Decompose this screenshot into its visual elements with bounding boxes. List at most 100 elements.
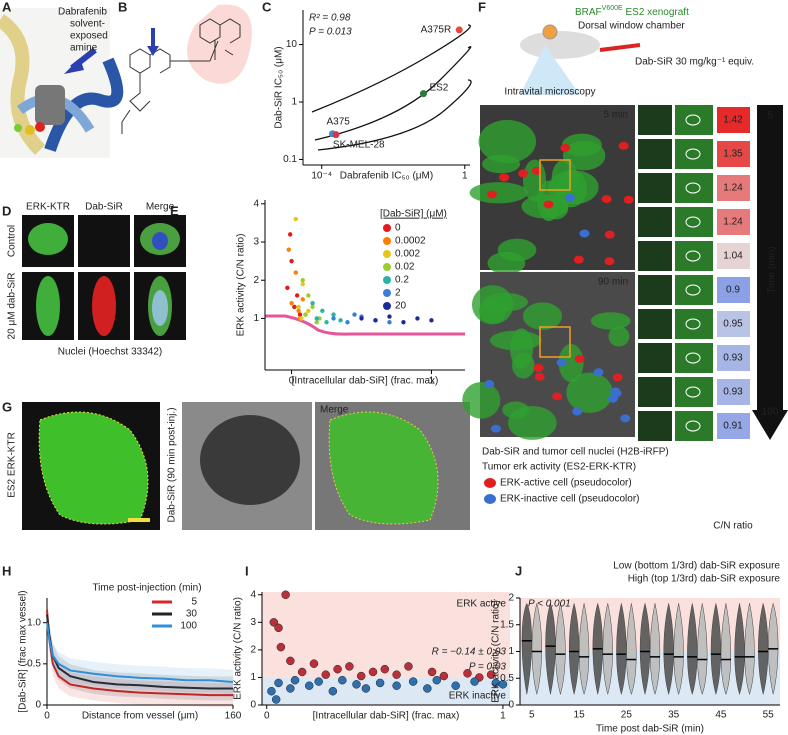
nucleus bbox=[490, 424, 501, 433]
legend-swatch bbox=[484, 478, 496, 488]
violin bbox=[649, 603, 661, 696]
point bbox=[294, 293, 300, 298]
thumbnail bbox=[638, 241, 672, 271]
point-label: A375R bbox=[421, 25, 452, 36]
legend-label: 0.2 bbox=[395, 275, 409, 286]
point bbox=[333, 664, 342, 674]
point bbox=[286, 656, 295, 666]
dose-label: Dab-SiR 30 mg/kg⁻¹ equiv. bbox=[635, 57, 754, 68]
y-axis-label: ERK activity (C/N ratio) bbox=[491, 600, 502, 703]
nucleus bbox=[152, 290, 168, 326]
nucleus bbox=[533, 364, 544, 373]
x-tick-label: 0 bbox=[289, 376, 295, 387]
point bbox=[300, 297, 305, 302]
thumbnail bbox=[675, 377, 713, 407]
violin bbox=[578, 603, 590, 696]
model-name: BRAF bbox=[575, 7, 602, 18]
cell-outline bbox=[685, 318, 701, 330]
point bbox=[380, 664, 390, 674]
band bbox=[47, 598, 233, 708]
x-tick-label: 1 bbox=[429, 376, 435, 387]
point-label: A375 bbox=[326, 116, 350, 127]
cn-value: 1.24 bbox=[723, 183, 743, 194]
point bbox=[427, 667, 437, 677]
point bbox=[281, 590, 290, 600]
y-axis-label: Dab-SiR IC₅₀ (μM) bbox=[274, 46, 285, 128]
cn-box bbox=[717, 141, 750, 167]
tissue bbox=[479, 298, 507, 324]
thumbnail bbox=[638, 173, 672, 203]
background-region bbox=[262, 592, 510, 678]
violin bbox=[555, 603, 566, 696]
point bbox=[289, 300, 294, 306]
cn-box bbox=[717, 345, 750, 371]
legend-label: 20 bbox=[395, 301, 407, 312]
point bbox=[304, 681, 314, 690]
point bbox=[356, 671, 366, 681]
violin bbox=[616, 603, 627, 696]
point bbox=[314, 677, 323, 686]
legend-swatch bbox=[383, 302, 391, 310]
cell-outline bbox=[685, 284, 701, 296]
point bbox=[401, 320, 406, 325]
band bbox=[47, 602, 233, 701]
point bbox=[368, 667, 378, 677]
y-tick-label: 10 bbox=[286, 39, 298, 50]
point bbox=[276, 642, 286, 652]
model-mutation: V600E bbox=[602, 5, 623, 12]
tissue bbox=[562, 140, 606, 171]
point bbox=[352, 680, 361, 689]
x-tick-label: 1 bbox=[500, 711, 506, 722]
cn-value: 0.9 bbox=[726, 285, 740, 296]
point bbox=[297, 667, 307, 677]
thumbnail bbox=[675, 275, 713, 305]
violin bbox=[720, 603, 732, 696]
point bbox=[271, 695, 281, 704]
cell-outline bbox=[685, 352, 701, 364]
thumbnail bbox=[675, 309, 713, 339]
point bbox=[267, 686, 276, 696]
point bbox=[310, 304, 315, 310]
nucleus bbox=[556, 358, 567, 367]
point bbox=[314, 316, 319, 321]
thumbnail bbox=[675, 241, 713, 271]
y-tick-label: 1 bbox=[291, 97, 297, 108]
legend-label: 30 bbox=[186, 609, 198, 620]
point bbox=[321, 670, 331, 679]
cn-value: 0.93 bbox=[723, 353, 743, 364]
legend-label: 0.0002 bbox=[395, 236, 426, 247]
nucleus bbox=[604, 257, 615, 266]
point bbox=[306, 308, 311, 313]
tissue bbox=[469, 182, 528, 204]
legend-label: 5 bbox=[191, 597, 197, 608]
roi bbox=[539, 159, 571, 191]
violin bbox=[568, 602, 580, 695]
legend-swatch bbox=[383, 224, 391, 232]
y-tick-label: 0 bbox=[508, 700, 514, 711]
point bbox=[287, 232, 293, 237]
nucleus bbox=[564, 193, 575, 202]
thumbnail bbox=[638, 411, 672, 441]
legend-swatch bbox=[383, 276, 391, 284]
cn-box bbox=[717, 311, 750, 337]
legend-swatch bbox=[383, 237, 391, 245]
legend-swatch bbox=[484, 494, 496, 504]
point bbox=[361, 684, 371, 693]
panel-letter: F bbox=[478, 0, 486, 14]
thumbnail bbox=[638, 343, 672, 373]
point bbox=[352, 312, 357, 317]
time-arrow bbox=[752, 105, 788, 440]
tissue bbox=[590, 312, 631, 330]
legend-text: Tumor erk activity (ES2-ERK-KTR) bbox=[482, 462, 636, 473]
nucleus bbox=[543, 200, 554, 209]
time-label: 90 min bbox=[598, 277, 628, 288]
legend-label: High (top 1/3rd) dab-SiR exposure bbox=[628, 574, 781, 585]
nucleus bbox=[518, 169, 529, 178]
tissue bbox=[558, 343, 584, 383]
nucleus bbox=[572, 407, 583, 416]
nucleus bbox=[618, 141, 629, 150]
legend-label: 100 bbox=[180, 621, 197, 632]
thumbnail bbox=[638, 275, 672, 305]
cell-outline bbox=[685, 114, 701, 126]
